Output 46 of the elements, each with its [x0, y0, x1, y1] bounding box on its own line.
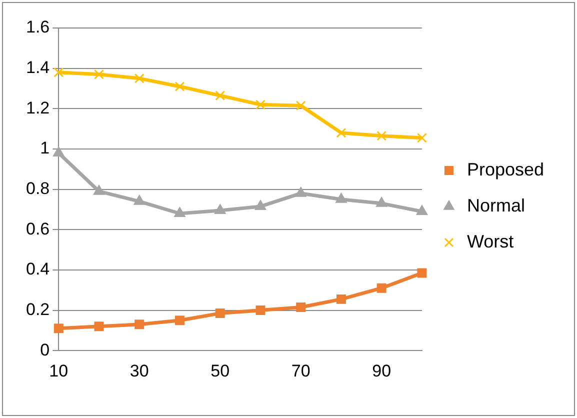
y-tick-label: 0.4 [26, 260, 50, 279]
point [174, 81, 185, 92]
point [94, 69, 104, 80]
point [254, 200, 266, 210]
x-tick-label: 10 [49, 361, 68, 380]
point [93, 184, 105, 195]
y-tick-label: 1 [40, 138, 50, 158]
point [215, 90, 226, 101]
point [296, 302, 306, 312]
x-tick-label: 30 [130, 361, 149, 380]
point [174, 206, 186, 217]
point [376, 283, 386, 293]
x-tick-label: 90 [372, 361, 392, 380]
y-tick-label: 1.2 [26, 98, 50, 118]
point [215, 308, 225, 318]
y-tick-label: 0.8 [26, 178, 50, 198]
legend-label: Proposed [466, 159, 544, 180]
point [52, 146, 64, 157]
point [336, 128, 346, 138]
point [94, 322, 104, 332]
y-tick-label: 1.4 [26, 58, 50, 78]
y-tick-label: 1.6 [26, 18, 50, 37]
legend-label: Normal [466, 195, 525, 216]
x-tick-label: 50 [210, 361, 230, 380]
point [255, 100, 266, 110]
point [336, 294, 346, 304]
x-tick-label: 70 [291, 361, 310, 380]
y-tick-label: 0.6 [26, 219, 50, 238]
point [295, 186, 307, 197]
point [54, 324, 64, 334]
point [336, 192, 347, 203]
point [214, 204, 226, 214]
point [134, 194, 146, 205]
point [134, 73, 144, 84]
point [296, 100, 306, 111]
point [416, 132, 427, 143]
point [376, 196, 388, 207]
point [376, 130, 387, 141]
y-tick-label: 0 [40, 340, 50, 360]
point [416, 204, 428, 215]
y-tick-label: 0.2 [26, 300, 50, 319]
point [174, 316, 184, 326]
legend-label: Worst [466, 231, 514, 252]
point [134, 320, 144, 330]
point [417, 268, 427, 278]
point [256, 306, 266, 316]
